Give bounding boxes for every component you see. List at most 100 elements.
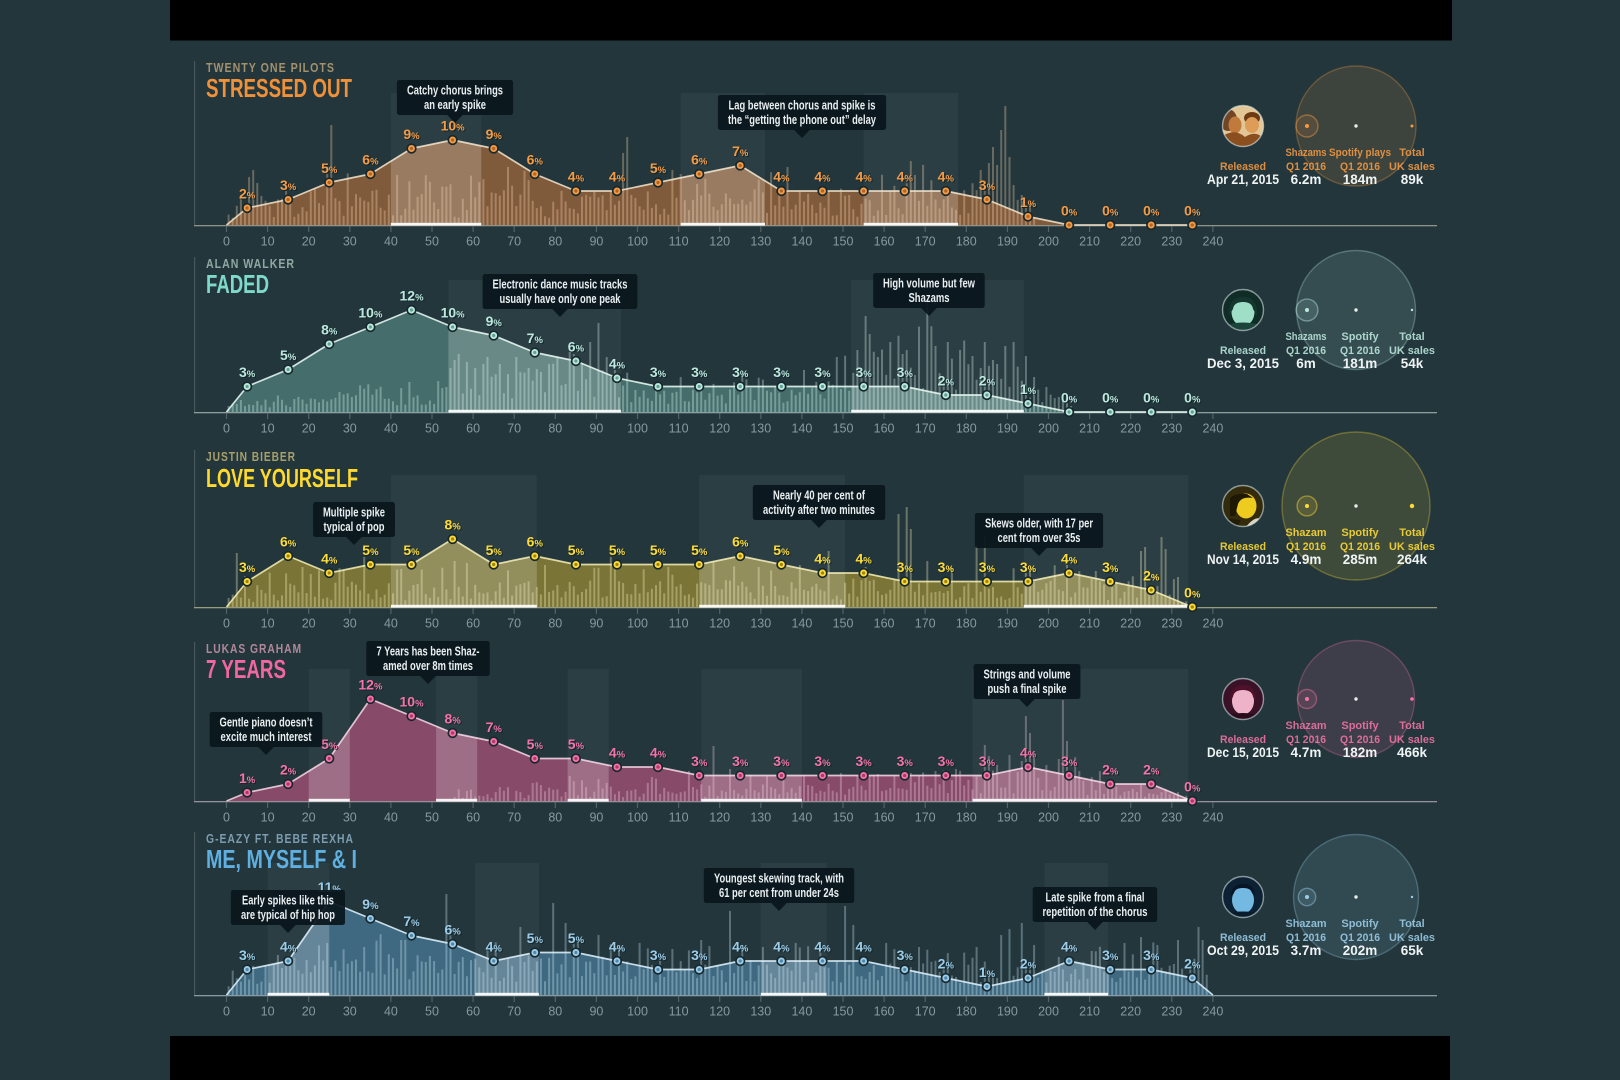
svg-text:Released: Released (1220, 541, 1266, 553)
svg-text:Q1 2016: Q1 2016 (1340, 161, 1380, 173)
svg-text:30: 30 (343, 235, 357, 249)
svg-text:excite much interest: excite much interest (221, 729, 312, 744)
svg-text:120: 120 (709, 1005, 730, 1019)
svg-text:Q1 2016: Q1 2016 (1286, 932, 1326, 944)
svg-text:140: 140 (791, 811, 812, 825)
svg-text:Early spikes like this: Early spikes like this (242, 893, 334, 908)
svg-text:110: 110 (669, 811, 689, 825)
svg-text:Oct 29, 2015: Oct 29, 2015 (1207, 943, 1279, 958)
svg-text:6m: 6m (1296, 356, 1316, 371)
svg-text:20: 20 (302, 422, 316, 436)
svg-text:30: 30 (343, 422, 357, 436)
svg-text:Q1 2016: Q1 2016 (1340, 541, 1380, 553)
svg-text:ME, MYSELF & I: ME, MYSELF & I (206, 844, 357, 874)
svg-text:100: 100 (627, 811, 648, 825)
svg-text:4.9m: 4.9m (1291, 552, 1322, 567)
svg-text:180: 180 (956, 811, 977, 825)
svg-text:50: 50 (425, 235, 439, 249)
svg-text:180: 180 (956, 617, 977, 631)
svg-text:89k: 89k (1401, 172, 1424, 187)
svg-text:6.2m: 6.2m (1291, 172, 1322, 187)
svg-text:170: 170 (915, 1005, 936, 1019)
svg-text:cent from over 35s: cent from over 35s (998, 530, 1081, 545)
svg-text:90: 90 (589, 1005, 603, 1019)
svg-text:Shazam: Shazam (1286, 527, 1327, 539)
svg-text:Spotify: Spotify (1341, 918, 1379, 930)
svg-text:LUKAS GRAHAM: LUKAS GRAHAM (206, 641, 302, 656)
svg-text:190: 190 (997, 617, 1018, 631)
svg-text:200: 200 (1038, 617, 1059, 631)
svg-text:150: 150 (833, 235, 854, 249)
svg-text:UK sales: UK sales (1389, 161, 1435, 173)
svg-text:170: 170 (915, 235, 936, 249)
svg-text:Electronic dance music tracks: Electronic dance music tracks (493, 277, 628, 292)
svg-text:110: 110 (669, 422, 689, 436)
svg-text:Late spike from a final: Late spike from a final (1046, 890, 1145, 905)
svg-text:90: 90 (589, 235, 603, 249)
svg-text:230: 230 (1161, 811, 1182, 825)
svg-text:Shazam: Shazam (1286, 918, 1327, 930)
svg-text:are typical of hip hop: are typical of hip hop (241, 907, 335, 922)
svg-text:181m: 181m (1343, 356, 1378, 371)
svg-text:140: 140 (791, 422, 812, 436)
svg-text:Spotify: Spotify (1341, 720, 1379, 732)
svg-text:Total: Total (1399, 918, 1424, 930)
svg-text:180: 180 (956, 422, 977, 436)
svg-text:220: 220 (1120, 1005, 1141, 1019)
svg-text:220: 220 (1120, 617, 1141, 631)
svg-text:50: 50 (425, 1005, 439, 1019)
svg-text:150: 150 (833, 1005, 854, 1019)
svg-text:TWENTY ONE PILOTS: TWENTY ONE PILOTS (206, 60, 335, 75)
svg-text:120: 120 (709, 235, 730, 249)
svg-text:130: 130 (750, 422, 771, 436)
svg-text:220: 220 (1120, 422, 1141, 436)
svg-text:UK sales: UK sales (1389, 932, 1435, 944)
svg-text:60: 60 (466, 235, 480, 249)
svg-text:285m: 285m (1343, 552, 1378, 567)
svg-text:170: 170 (915, 422, 936, 436)
svg-text:Total: Total (1399, 331, 1424, 343)
svg-text:220: 220 (1120, 235, 1141, 249)
svg-text:Strings and volume: Strings and volume (984, 667, 1071, 682)
svg-text:Q1 2016: Q1 2016 (1340, 345, 1380, 357)
svg-text:120: 120 (709, 811, 730, 825)
svg-text:0: 0 (223, 422, 230, 436)
svg-text:190: 190 (997, 1005, 1018, 1019)
svg-text:70: 70 (507, 422, 521, 436)
svg-text:Released: Released (1220, 161, 1266, 173)
svg-text:110: 110 (669, 617, 689, 631)
svg-text:Total: Total (1399, 527, 1424, 539)
svg-text:140: 140 (791, 617, 812, 631)
svg-text:60: 60 (466, 1005, 480, 1019)
svg-text:30: 30 (343, 617, 357, 631)
svg-text:typical of pop: typical of pop (324, 519, 385, 534)
svg-text:61 per cent from under 24s: 61 per cent from under 24s (719, 885, 839, 900)
svg-text:230: 230 (1161, 235, 1182, 249)
svg-text:190: 190 (997, 235, 1018, 249)
svg-text:120: 120 (709, 422, 730, 436)
svg-text:Skews older, with 17 per: Skews older, with 17 per (985, 516, 1093, 531)
svg-text:30: 30 (343, 1005, 357, 1019)
svg-text:200: 200 (1038, 1005, 1059, 1019)
svg-text:50: 50 (425, 422, 439, 436)
svg-text:4.7m: 4.7m (1291, 745, 1322, 760)
svg-text:Dec 15, 2015: Dec 15, 2015 (1207, 745, 1279, 760)
svg-text:160: 160 (874, 617, 895, 631)
svg-text:150: 150 (833, 811, 854, 825)
svg-text:70: 70 (507, 1005, 521, 1019)
svg-text:100: 100 (627, 617, 648, 631)
svg-text:3.7m: 3.7m (1291, 943, 1322, 958)
svg-text:130: 130 (750, 811, 771, 825)
svg-text:10: 10 (261, 422, 275, 436)
svg-text:Released: Released (1220, 932, 1266, 944)
svg-text:20: 20 (302, 811, 316, 825)
svg-text:Nov 14, 2015: Nov 14, 2015 (1207, 552, 1279, 567)
svg-text:50: 50 (425, 811, 439, 825)
svg-text:65k: 65k (1401, 943, 1424, 958)
svg-text:Spotify plays: Spotify plays (1329, 147, 1391, 159)
svg-text:160: 160 (874, 811, 895, 825)
svg-text:190: 190 (997, 811, 1018, 825)
svg-text:60: 60 (466, 811, 480, 825)
svg-text:Total: Total (1399, 147, 1424, 159)
svg-text:repetition of the chorus: repetition of the chorus (1043, 904, 1148, 919)
